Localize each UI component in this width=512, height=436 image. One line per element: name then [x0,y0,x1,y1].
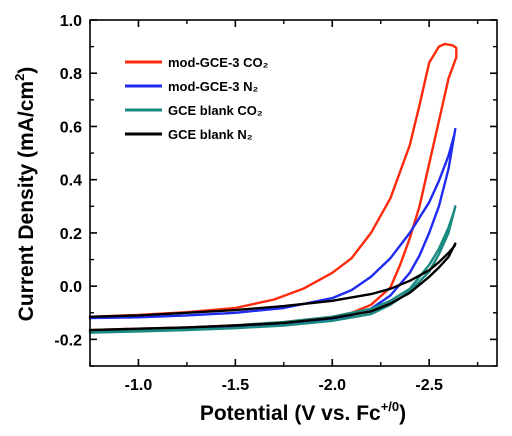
x-axis-title: Potential (V vs. Fc+/0) [200,399,406,425]
x-axis-title-sup: +/0 [381,399,399,414]
x-tick-label: -2.5 [415,377,443,394]
tick-label-layer: -1.0 -1.5 -2.0 -2.5 -0.2 0.0 0.2 0.4 0.6 0.8 1.0 [54,13,443,394]
y-tick-label: 0.6 [60,119,82,136]
series-line-3 [88,242,457,332]
legend-label-3: GCE blank N₂ [168,127,253,142]
x-axis-title-main: Potential (V vs. Fc [200,402,381,425]
legend: mod-GCE-3 CO₂ mod-GCE-3 N₂ GCE blank CO₂… [125,55,269,142]
y-tick-label: 0.4 [60,173,82,190]
y-tick-label: 0.0 [60,279,82,296]
x-tick-label: -2.0 [318,377,346,394]
y-axis-title-main: Current Density (mA/cm [15,81,38,321]
x-tick-label: -1.0 [125,377,153,394]
legend-label-0: mod-GCE-3 CO₂ [168,55,269,70]
y-axis-title-sup: 2 [12,74,27,81]
y-tick-label: 1.0 [60,13,82,30]
series-line-1 [88,127,457,333]
y-axis-title: Current Density (mA/cm2) [12,67,38,322]
tick-layer [89,19,497,367]
x-axis-title-end: ) [399,402,406,425]
x-tick-label: -1.5 [222,377,250,394]
legend-label-1: mod-GCE-3 N₂ [168,79,259,94]
legend-label-2: GCE blank CO₂ [168,103,263,118]
y-axis-title-end: ) [15,67,38,74]
y-tick-label: 0.8 [60,66,82,83]
curve-layer [88,42,458,334]
y-tick-label: -0.2 [54,332,82,349]
plot-frame [89,19,498,367]
y-tick-label: 0.2 [60,226,82,243]
